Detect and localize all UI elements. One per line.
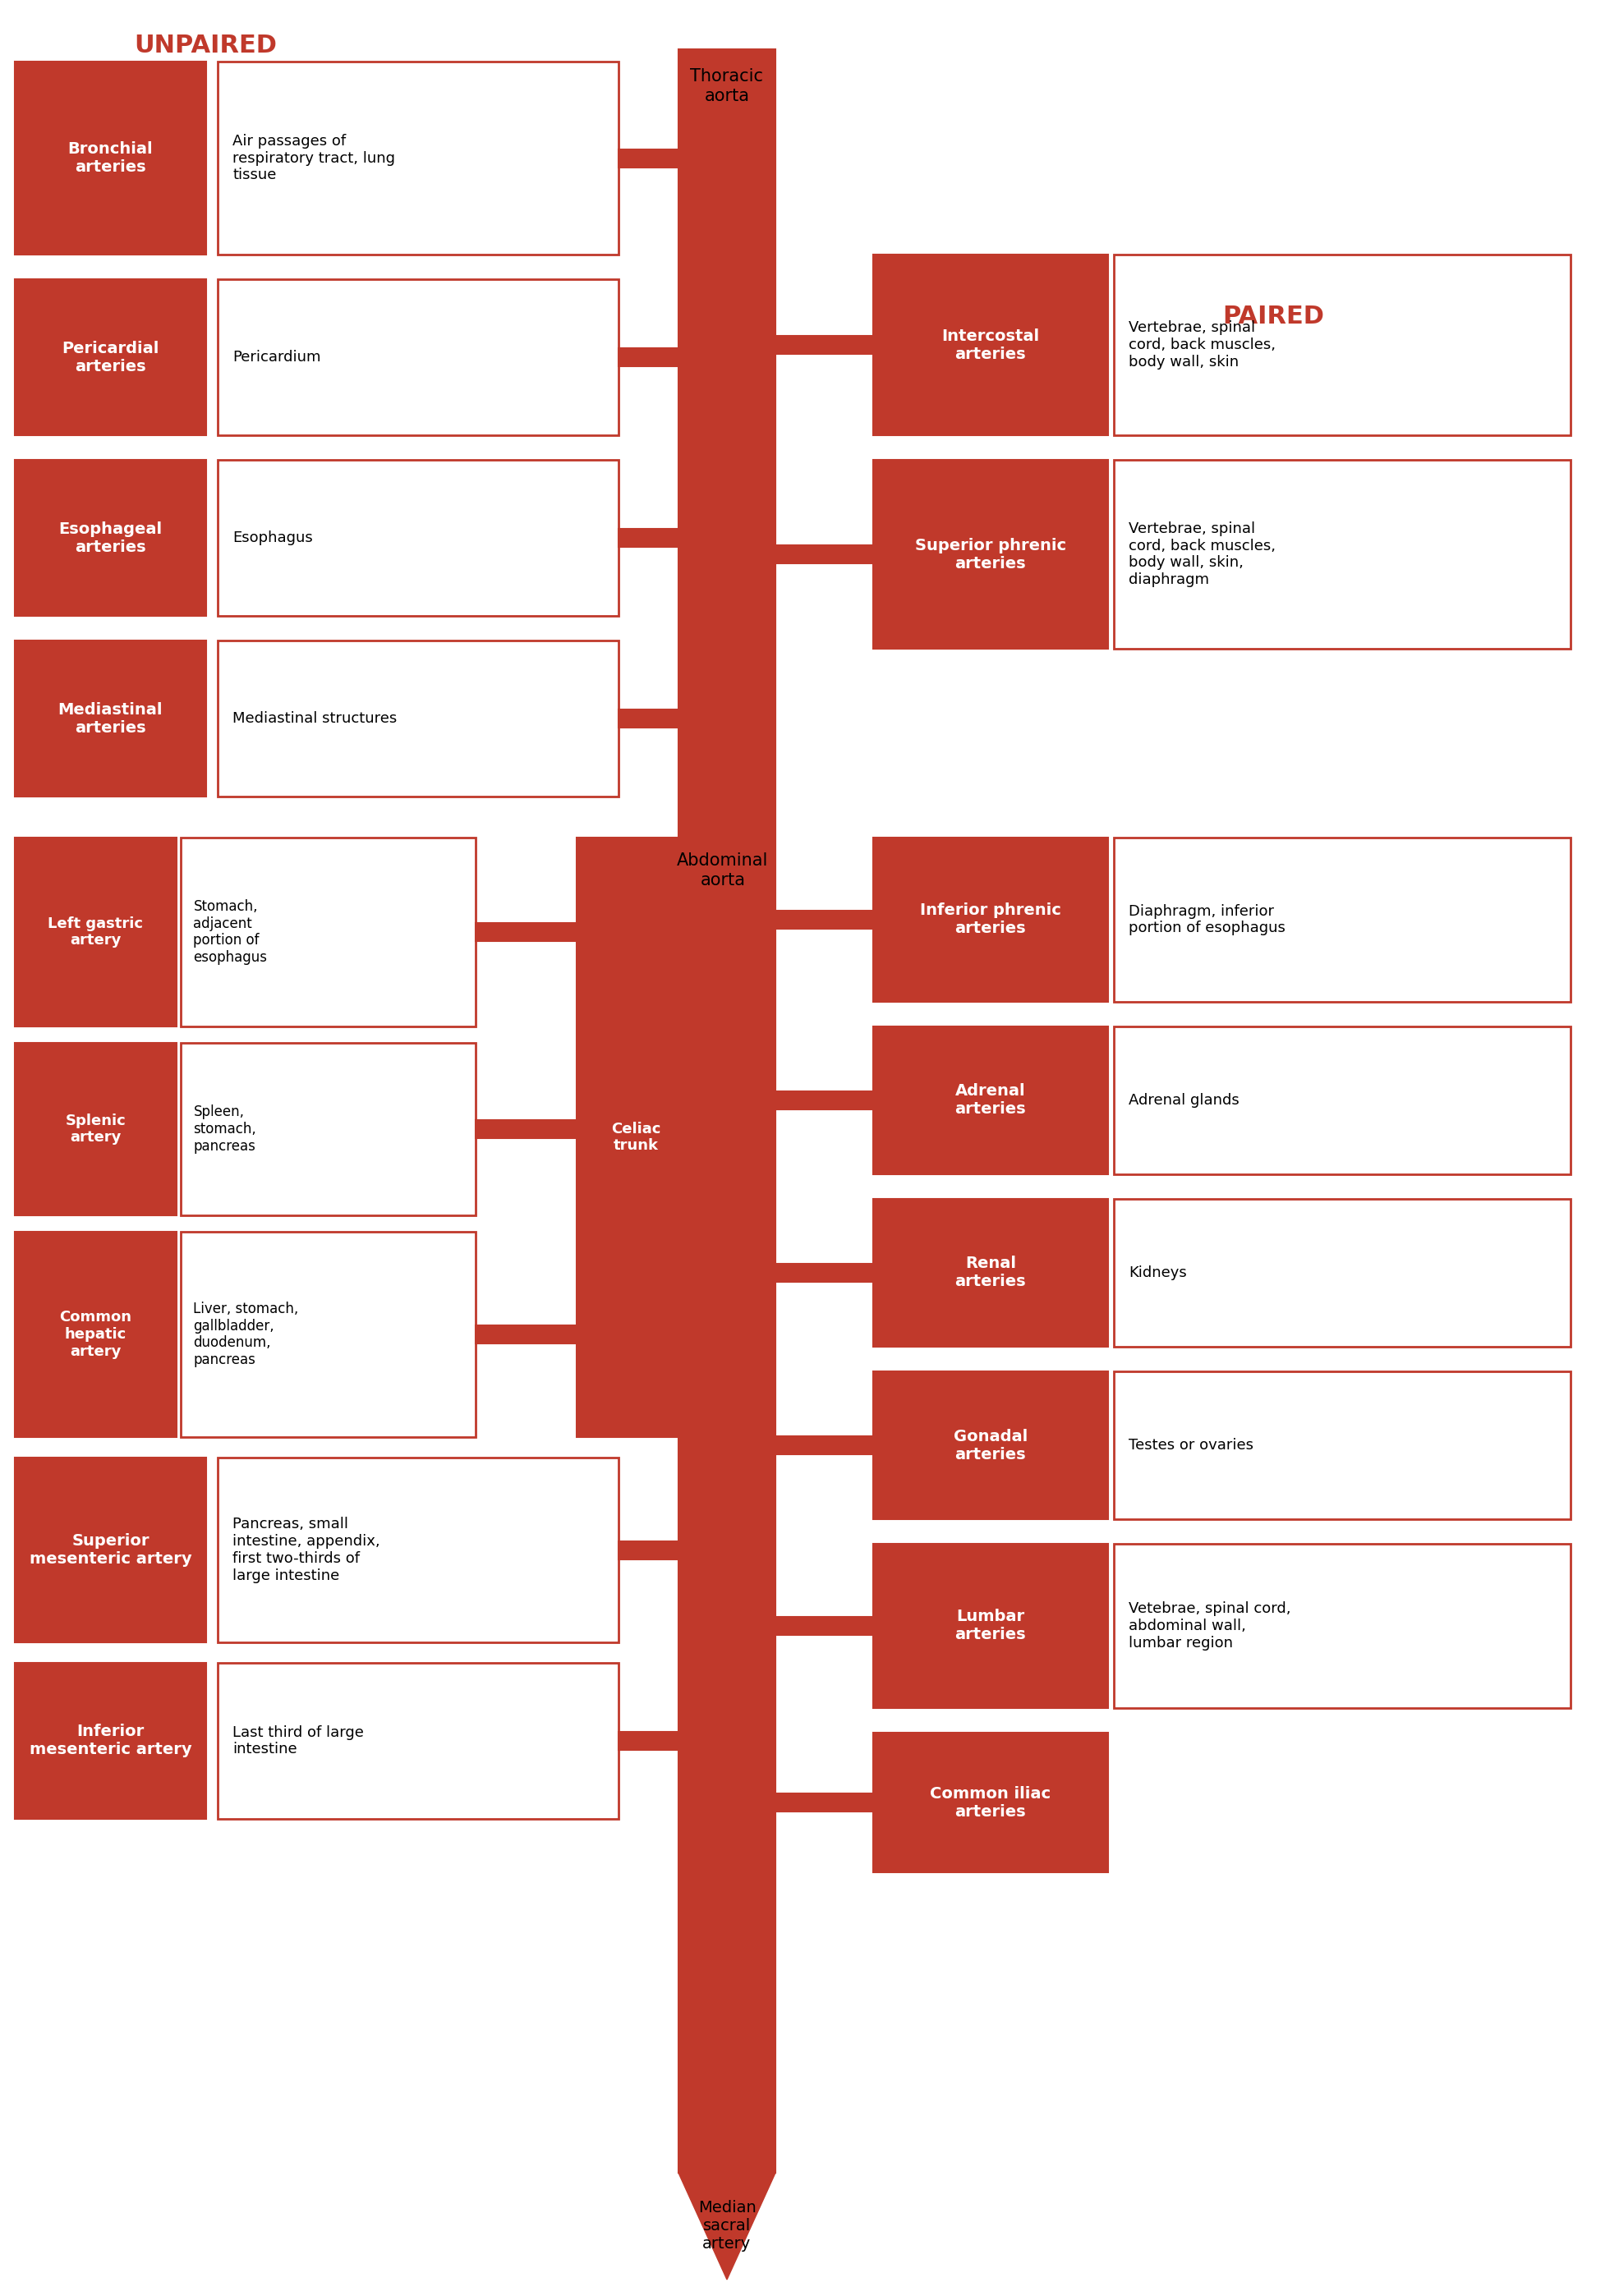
Text: Abdominal
aorta: Abdominal aorta — [677, 852, 769, 889]
FancyBboxPatch shape — [219, 62, 618, 255]
FancyBboxPatch shape — [873, 459, 1109, 650]
FancyBboxPatch shape — [776, 335, 873, 354]
FancyBboxPatch shape — [219, 641, 618, 797]
FancyBboxPatch shape — [219, 1662, 618, 1818]
Text: Left gastric
artery: Left gastric artery — [49, 916, 144, 948]
FancyBboxPatch shape — [618, 528, 678, 546]
Text: Vetebrae, spinal cord,
abdominal wall,
lumbar region: Vetebrae, spinal cord, abdominal wall, l… — [1128, 1600, 1292, 1651]
FancyBboxPatch shape — [678, 48, 776, 2172]
Text: Stomach,
adjacent
portion of
esophagus: Stomach, adjacent portion of esophagus — [193, 900, 267, 964]
Text: Splenic
artery: Splenic artery — [65, 1114, 126, 1146]
Text: Diaphragm, inferior
portion of esophagus: Diaphragm, inferior portion of esophagus — [1128, 905, 1285, 937]
Text: Liver, stomach,
gallbladder,
duodenum,
pancreas: Liver, stomach, gallbladder, duodenum, p… — [193, 1302, 298, 1368]
FancyBboxPatch shape — [15, 459, 206, 615]
FancyBboxPatch shape — [776, 544, 873, 563]
FancyBboxPatch shape — [873, 1543, 1109, 1708]
FancyBboxPatch shape — [873, 255, 1109, 436]
Text: Adrenal glands: Adrenal glands — [1128, 1093, 1240, 1107]
Text: Common
hepatic
artery: Common hepatic artery — [60, 1311, 131, 1359]
FancyBboxPatch shape — [776, 1091, 873, 1109]
Text: Inferior phrenic
arteries: Inferior phrenic arteries — [920, 902, 1060, 937]
Text: Bronchial
arteries: Bronchial arteries — [68, 142, 152, 174]
Text: Pancreas, small
intestine, appendix,
first two-thirds of
large intestine: Pancreas, small intestine, appendix, fir… — [233, 1518, 380, 1582]
FancyBboxPatch shape — [15, 1662, 206, 1818]
FancyBboxPatch shape — [15, 641, 206, 797]
Text: Vertebrae, spinal
cord, back muscles,
body wall, skin,
diaphragm: Vertebrae, spinal cord, back muscles, bo… — [1128, 521, 1276, 588]
Text: Vertebrae, spinal
cord, back muscles,
body wall, skin: Vertebrae, spinal cord, back muscles, bo… — [1128, 321, 1276, 370]
Text: Esophageal
arteries: Esophageal arteries — [58, 521, 162, 556]
Text: Gonadal
arteries: Gonadal arteries — [954, 1428, 1028, 1463]
FancyBboxPatch shape — [618, 709, 678, 728]
FancyBboxPatch shape — [181, 838, 476, 1026]
FancyBboxPatch shape — [219, 459, 618, 615]
Text: UNPAIRED: UNPAIRED — [134, 32, 277, 57]
FancyBboxPatch shape — [476, 1325, 576, 1343]
FancyBboxPatch shape — [873, 1733, 1109, 1871]
FancyBboxPatch shape — [181, 1231, 476, 1437]
FancyBboxPatch shape — [873, 838, 1109, 1001]
FancyBboxPatch shape — [1114, 255, 1570, 436]
FancyBboxPatch shape — [678, 1127, 695, 1146]
Text: Celiac
trunk: Celiac trunk — [610, 1120, 661, 1153]
FancyBboxPatch shape — [476, 1120, 576, 1139]
Polygon shape — [678, 2172, 776, 2280]
FancyBboxPatch shape — [1114, 459, 1570, 650]
FancyBboxPatch shape — [476, 923, 576, 941]
Text: Thoracic
aorta: Thoracic aorta — [690, 69, 764, 103]
FancyBboxPatch shape — [618, 1731, 678, 1750]
FancyBboxPatch shape — [219, 1458, 618, 1642]
Text: Pericardial
arteries: Pericardial arteries — [62, 340, 159, 374]
FancyBboxPatch shape — [776, 912, 873, 930]
FancyBboxPatch shape — [15, 1042, 176, 1215]
FancyBboxPatch shape — [618, 1541, 678, 1559]
FancyBboxPatch shape — [15, 838, 176, 1026]
FancyBboxPatch shape — [1114, 1199, 1570, 1348]
Text: Adrenal
arteries: Adrenal arteries — [955, 1084, 1026, 1118]
FancyBboxPatch shape — [1114, 1543, 1570, 1708]
Text: Air passages of
respiratory tract, lung
tissue: Air passages of respiratory tract, lung … — [233, 133, 395, 184]
Text: Common iliac
arteries: Common iliac arteries — [929, 1786, 1051, 1818]
FancyBboxPatch shape — [776, 1263, 873, 1281]
FancyBboxPatch shape — [776, 1616, 873, 1635]
Text: PAIRED: PAIRED — [1222, 305, 1324, 328]
FancyBboxPatch shape — [219, 280, 618, 436]
Text: Superior
mesenteric artery: Superior mesenteric artery — [29, 1534, 191, 1566]
FancyBboxPatch shape — [1114, 1026, 1570, 1173]
Text: Mediastinal
arteries: Mediastinal arteries — [58, 703, 164, 735]
FancyBboxPatch shape — [776, 1793, 873, 1812]
Text: Median
sacral
artery: Median sacral artery — [698, 2200, 756, 2252]
Text: Lumbar
arteries: Lumbar arteries — [955, 1609, 1026, 1642]
Text: Renal
arteries: Renal arteries — [955, 1256, 1026, 1290]
Text: Superior phrenic
arteries: Superior phrenic arteries — [915, 537, 1067, 572]
FancyBboxPatch shape — [15, 1458, 206, 1642]
FancyBboxPatch shape — [873, 1199, 1109, 1348]
FancyBboxPatch shape — [576, 838, 695, 1437]
FancyBboxPatch shape — [873, 1026, 1109, 1173]
Text: Pericardium: Pericardium — [233, 349, 321, 365]
FancyBboxPatch shape — [776, 1437, 873, 1453]
FancyBboxPatch shape — [15, 62, 206, 255]
Text: Testes or ovaries: Testes or ovaries — [1128, 1437, 1253, 1453]
Text: Kidneys: Kidneys — [1128, 1265, 1187, 1281]
Text: Mediastinal structures: Mediastinal structures — [233, 712, 397, 726]
Text: Last third of large
intestine: Last third of large intestine — [233, 1724, 364, 1756]
Text: Esophagus: Esophagus — [233, 530, 312, 544]
FancyBboxPatch shape — [1114, 1371, 1570, 1520]
FancyBboxPatch shape — [1114, 838, 1570, 1001]
FancyBboxPatch shape — [618, 349, 678, 367]
FancyBboxPatch shape — [15, 280, 206, 436]
FancyBboxPatch shape — [618, 149, 678, 168]
Text: Spleen,
stomach,
pancreas: Spleen, stomach, pancreas — [193, 1104, 256, 1153]
Text: Inferior
mesenteric artery: Inferior mesenteric artery — [29, 1724, 191, 1759]
Text: Intercostal
arteries: Intercostal arteries — [942, 328, 1039, 363]
FancyBboxPatch shape — [181, 1042, 476, 1215]
FancyBboxPatch shape — [15, 1231, 176, 1437]
FancyBboxPatch shape — [873, 1371, 1109, 1520]
